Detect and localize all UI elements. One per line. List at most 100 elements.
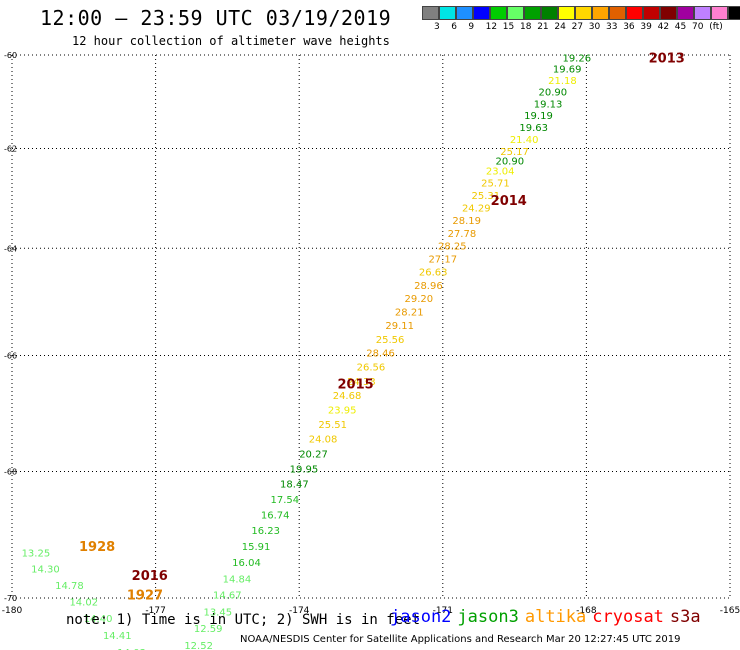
time-label: 2013 bbox=[649, 51, 685, 66]
wave-height-value: 21.40 bbox=[510, 135, 539, 146]
legend-swatch-0 bbox=[422, 6, 439, 20]
wave-height-value: 16.23 bbox=[251, 526, 280, 537]
legend-swatch-7 bbox=[541, 6, 558, 20]
wave-height-value: 24.33 bbox=[347, 377, 376, 388]
wave-height-value: 21.18 bbox=[548, 76, 577, 87]
wave-height-value: 19.95 bbox=[290, 464, 319, 475]
wave-height-value: 26.63 bbox=[419, 268, 448, 279]
wave-height-value: 12.59 bbox=[194, 624, 223, 635]
wave-height-value: 19.13 bbox=[534, 99, 563, 110]
legend-swatch-6 bbox=[524, 6, 541, 20]
wave-height-value: 27.17 bbox=[428, 255, 457, 266]
wave-height-value: 27.78 bbox=[448, 229, 477, 240]
wave-height-value: 19.69 bbox=[553, 65, 582, 76]
legend-swatch-17 bbox=[711, 6, 728, 20]
wave-height-value: 24.29 bbox=[462, 204, 491, 215]
legend-tick-label: 33 bbox=[606, 22, 618, 32]
wave-height-value: 25.71 bbox=[481, 179, 510, 190]
wave-height-value: 23.95 bbox=[328, 405, 357, 416]
wave-height-value: 14.03 bbox=[117, 648, 146, 650]
wave-height-value: 19.63 bbox=[519, 123, 548, 134]
time-label: 1928 bbox=[79, 540, 115, 555]
legend-tick-label: 24 bbox=[554, 22, 566, 32]
wave-height-value: 15.91 bbox=[242, 542, 271, 553]
time-label: 2016 bbox=[132, 569, 168, 584]
satellite-jason3: jason3 bbox=[457, 607, 519, 627]
legend-swatch-4 bbox=[490, 6, 507, 20]
legend-swatch-10 bbox=[592, 6, 609, 20]
legend-tick-label: 36 bbox=[623, 22, 635, 32]
lat-tick-label: -60 bbox=[4, 51, 17, 60]
legend-tick-label: (ft) bbox=[709, 22, 723, 32]
wave-height-value: 29.20 bbox=[405, 294, 434, 305]
lat-tick-label: -62 bbox=[4, 144, 17, 153]
wave-height-value: 25.31 bbox=[472, 191, 501, 202]
legend-tick-label: 15 bbox=[502, 22, 515, 32]
wave-height-value: 26.56 bbox=[357, 363, 386, 374]
legend-swatch-8 bbox=[558, 6, 575, 20]
wave-height-value: 14.40 bbox=[84, 614, 113, 625]
lon-tick-label: -174 bbox=[289, 606, 310, 616]
lat-tick-label: -70 bbox=[4, 594, 17, 603]
satellite-cryosat: cryosat bbox=[592, 607, 664, 627]
wave-height-value: 16.04 bbox=[232, 558, 261, 569]
wave-height-value: 28.25 bbox=[438, 242, 467, 253]
legend-tick-label: 39 bbox=[640, 22, 652, 32]
wave-height-value: 28.21 bbox=[395, 308, 424, 319]
lon-tick-label: -180 bbox=[2, 606, 23, 616]
time-label: 1927 bbox=[127, 589, 163, 604]
wave-height-value: 25.17 bbox=[500, 147, 529, 158]
wave-height-value: 24.08 bbox=[309, 435, 338, 446]
wave-height-value: 14.41 bbox=[103, 631, 132, 642]
lon-tick-label: -168 bbox=[576, 606, 597, 616]
wave-height-value: 12.52 bbox=[184, 641, 213, 650]
legend-tick-label: 18 bbox=[520, 22, 532, 32]
wave-height-value: 20.90 bbox=[539, 88, 568, 99]
wave-height-value: 14.78 bbox=[55, 581, 84, 592]
satellite-altika: altika bbox=[524, 607, 587, 627]
map-axis-ticks: -180 -177 -174 -171 -168 -165 -60 -62 -64 -66 -68 -… bbox=[2, 51, 740, 616]
lat-tick-label: -68 bbox=[4, 468, 17, 477]
wave-height-value: 23.04 bbox=[486, 166, 515, 177]
wave-height-value: 29.11 bbox=[385, 321, 414, 332]
page-subtitle: 12 hour collection of altimeter wave hei… bbox=[72, 34, 390, 48]
satellite-s3a: s3a bbox=[669, 607, 701, 627]
legend-tick-label: 6 bbox=[451, 22, 457, 32]
footer-note: note: 1) Time is in UTC; 2) SWH is in fe… bbox=[66, 612, 421, 628]
lon-tick-label: -177 bbox=[145, 606, 165, 616]
legend-swatch-11 bbox=[609, 6, 626, 20]
legend-swatch-13 bbox=[643, 6, 660, 20]
legend-swatch-12 bbox=[626, 6, 643, 20]
credit-line: NOAA/NESDIS Center for Satellite Applica… bbox=[240, 634, 681, 645]
legend-swatch-16 bbox=[694, 6, 711, 20]
legend-tick-label: 42 bbox=[657, 22, 670, 32]
wave-height-value: 25.51 bbox=[318, 420, 347, 431]
legend-swatch-1 bbox=[439, 6, 456, 20]
legend-tick-label: 12 bbox=[485, 22, 498, 32]
lon-tick-label: -165 bbox=[720, 606, 740, 616]
legend-ticks: 3 6 9 12 15 18 21 24 27 30 33 36 39 42 45 70 (ft) bbox=[422, 22, 740, 36]
wave-height-value: 25.56 bbox=[376, 335, 405, 346]
wave-height-value: 19.19 bbox=[524, 111, 553, 122]
lat-tick-label: -64 bbox=[4, 244, 17, 253]
wave-height-value: 24.68 bbox=[333, 391, 362, 402]
wave-height-value: 14.67 bbox=[213, 591, 242, 602]
legend-tick-label: 27 bbox=[571, 22, 584, 32]
wave-height-value: 28.19 bbox=[452, 216, 481, 227]
wave-height-value: 14.02 bbox=[69, 597, 98, 608]
satellite-legend: jason2 jason3 altika cryosat s3a bbox=[390, 607, 707, 627]
legend-tick-label: 30 bbox=[588, 22, 601, 32]
legend-tick-label: 3 bbox=[434, 22, 440, 32]
wave-height-value: 13.45 bbox=[203, 607, 232, 618]
time-label: 2014 bbox=[491, 194, 527, 209]
wave-height-value: 14.30 bbox=[31, 565, 60, 576]
legend-swatch-3 bbox=[473, 6, 490, 20]
wave-height-value: 18.47 bbox=[280, 480, 309, 491]
year-labels: 2013 2014 2015 1928 2016 1927 bbox=[79, 51, 685, 603]
legend-tick-label: 45 bbox=[674, 22, 687, 32]
legend-tick-label: 9 bbox=[468, 22, 475, 32]
legend-swatch-9 bbox=[575, 6, 592, 20]
time-label: 2015 bbox=[337, 378, 373, 393]
lat-tick-label: -66 bbox=[4, 352, 17, 361]
legend-tick-label: 21 bbox=[537, 22, 549, 32]
